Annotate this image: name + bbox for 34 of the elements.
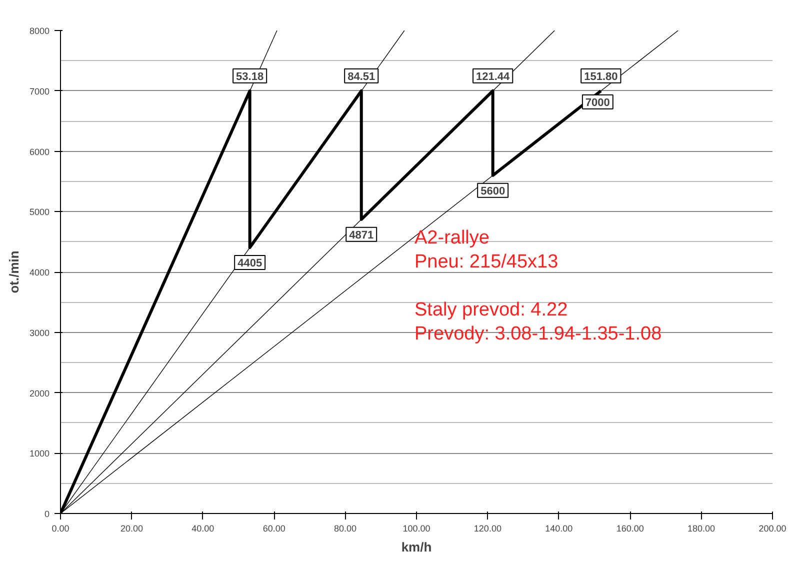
x-axis-title: km/h [401, 540, 432, 554]
x-tick-label: 80.00 [334, 524, 357, 534]
annotation: 5600 [480, 185, 506, 198]
annotation: Prevody: 3.08-1.94-1.35-1.08 [414, 324, 662, 344]
x-tick-label: 20.00 [120, 524, 143, 534]
x-tick-label: 200.00 [758, 524, 786, 534]
y-tick-label: 4000 [29, 268, 50, 278]
x-tick-label: 100.00 [402, 524, 430, 534]
annotation: 84.51 [348, 70, 376, 83]
x-tick-label: 40.00 [192, 524, 214, 534]
x-tick-label: 180.00 [688, 524, 716, 534]
annotation: 53.18 [236, 70, 264, 83]
annotation: Staly prevod: 4.22 [414, 300, 568, 320]
annotation: 7000 [585, 96, 610, 109]
annotation: 151.80 [584, 70, 618, 83]
x-tick-label: 140.00 [545, 524, 573, 534]
annotation: Pneu: 215/45x13 [414, 252, 558, 272]
annotation: 4405 [238, 258, 262, 270]
annotation: A2-rallye [414, 228, 490, 248]
annotation: 4871 [349, 229, 374, 242]
y-tick-label: 0 [44, 509, 50, 519]
y-tick-label: 1000 [29, 448, 50, 459]
x-tick-label: 60.00 [262, 524, 286, 534]
x-tick-label: 160.00 [616, 524, 644, 534]
y-tick-label: 6000 [29, 146, 50, 157]
x-tick-label: 0.00 [52, 524, 70, 534]
annotation: 121.44 [476, 70, 511, 83]
y-tick-label: 8000 [29, 26, 50, 36]
y-tick-label: 7000 [29, 86, 50, 96]
y-tick-label: 2000 [29, 388, 50, 398]
y-axis-title: ot./min [6, 250, 22, 294]
y-tick-label: 5000 [29, 207, 50, 218]
y-tick-label: 3000 [29, 328, 50, 338]
x-tick-label: 120.00 [474, 524, 502, 534]
